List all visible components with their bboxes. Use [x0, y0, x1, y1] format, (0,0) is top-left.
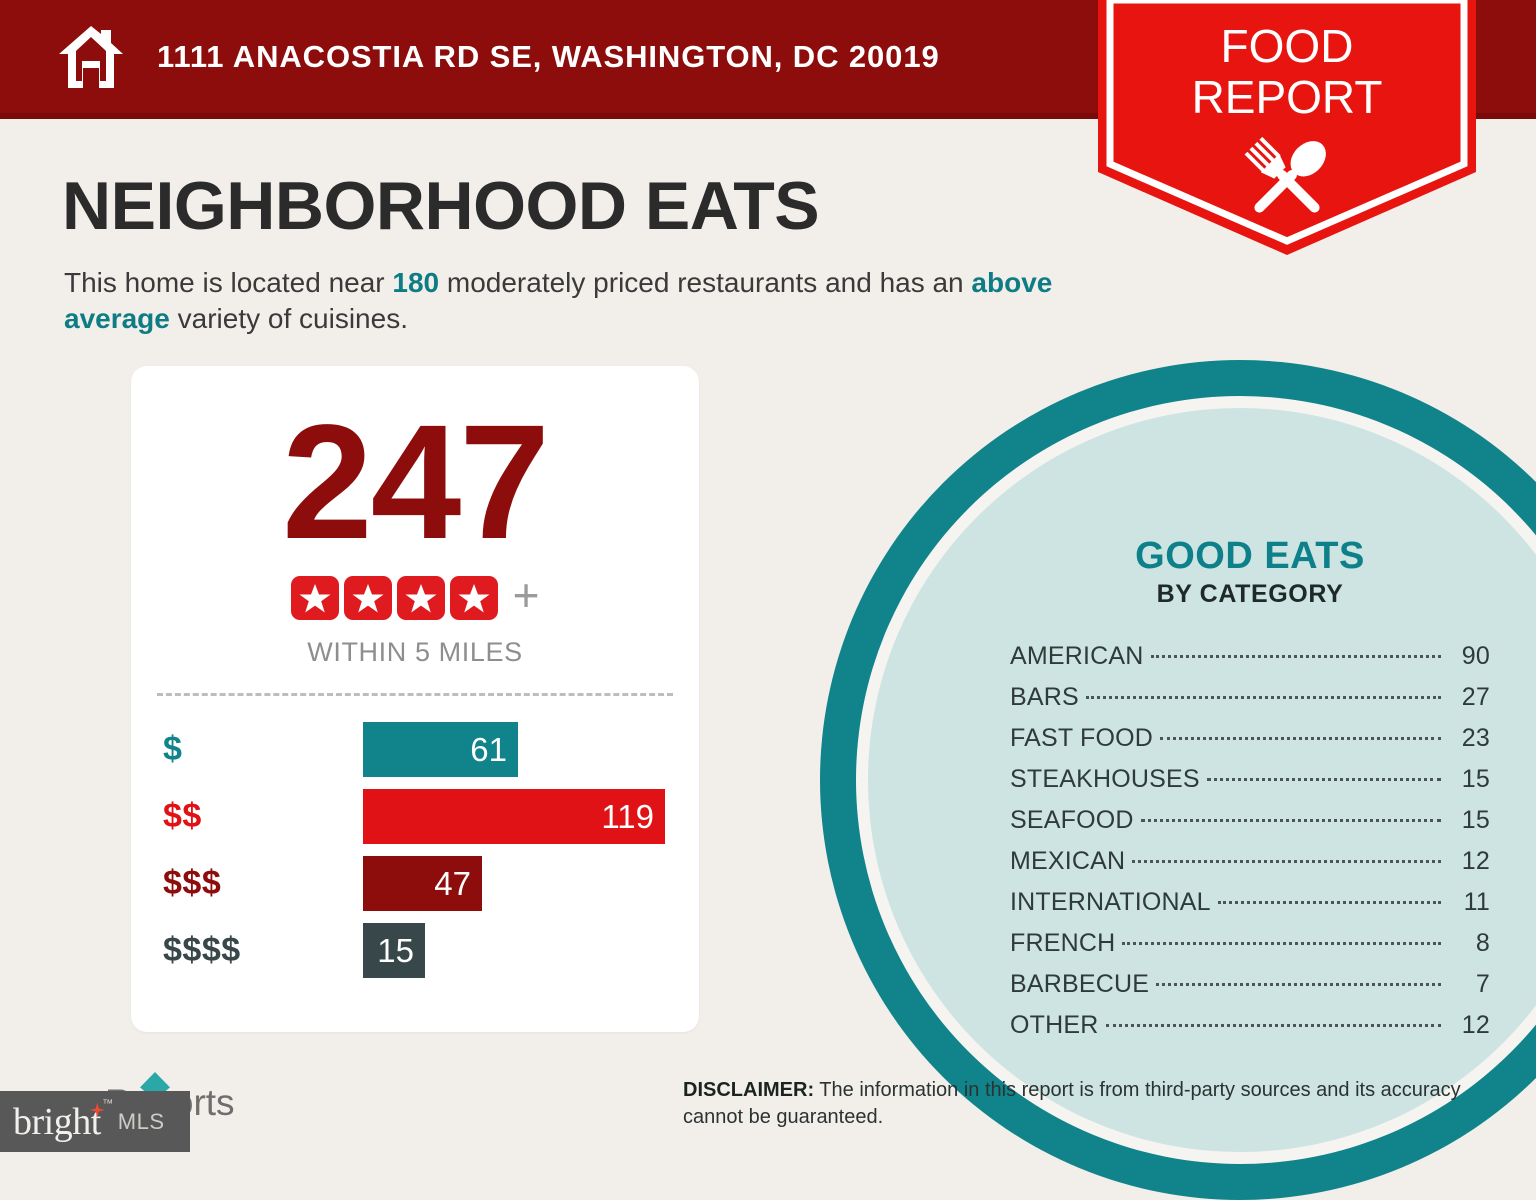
bar-row: $61	[163, 716, 699, 783]
page-subtitle: This home is located near 180 moderately…	[64, 265, 1074, 337]
category-count: 8	[1475, 929, 1490, 957]
category-count: 27	[1461, 683, 1490, 711]
leader-dots	[1156, 983, 1441, 986]
header-address: 1111 ANACOSTIA RD SE, WASHINGTON, DC 200…	[157, 38, 940, 74]
subtitle-part3: variety of cuisines.	[169, 302, 408, 334]
bar-label: $$$$	[163, 931, 241, 969]
category-row: AMERICAN 90	[1010, 642, 1490, 683]
leader-dots	[1140, 819, 1441, 822]
logo-mls-text: MLS	[117, 1108, 165, 1134]
bar-label: $	[163, 730, 183, 768]
category-row: BARBECUE 7	[1010, 970, 1490, 1011]
category-name: SEAFOOD	[1010, 806, 1134, 834]
bar-label: $$	[163, 797, 202, 835]
spoon-fork-crossed-icon	[1244, 136, 1326, 213]
category-count: 90	[1461, 642, 1490, 670]
category-row: STEAKHOUSES 15	[1010, 765, 1490, 806]
disclaimer-text: The information in this report is from t…	[683, 1079, 1461, 1128]
logo-word-text: bright	[13, 1100, 101, 1143]
category-count: 23	[1461, 724, 1490, 752]
bar-value: 47	[363, 856, 482, 911]
leader-dots	[1132, 860, 1441, 863]
bar-value: 15	[363, 923, 425, 978]
leader-dots	[1217, 901, 1441, 904]
category-count: 15	[1461, 765, 1490, 793]
badge-line1: FOOD	[1221, 20, 1354, 72]
bright-mls-logo: bright ™ MLS	[0, 1091, 190, 1152]
leader-dots	[1105, 1024, 1441, 1027]
bar-row: $$ 119	[163, 783, 699, 850]
good-eats-subtitle: BY CATEGORY	[1156, 580, 1344, 608]
subtitle-part1: This home is located near	[64, 267, 393, 298]
category-count: 15	[1461, 806, 1490, 834]
within-radius-label: WITHIN 5 MILES	[307, 637, 523, 667]
star-icon	[343, 576, 392, 620]
restaurant-count-card: 247 + WITHIN 5 MILES $61 $$ 119 $$$ 47 $$$$ 15	[131, 366, 699, 1032]
logo-trademark: ™	[102, 1097, 113, 1110]
category-count: 7	[1475, 970, 1490, 998]
good-eats-title: GOOD EATS	[1135, 535, 1365, 577]
bar-row: $$$ 47	[163, 850, 699, 917]
bar-value: 61	[363, 722, 518, 777]
leader-dots	[1150, 655, 1441, 658]
food-report-badge: FOOD REPORT	[1098, 0, 1476, 255]
good-eats-panel: GOOD EATS BY CATEGORY AMERICAN 90 BARS 27 FA…	[1010, 535, 1490, 1052]
category-name: STEAKHOUSES	[1010, 765, 1200, 793]
bar-label: $$$	[163, 864, 222, 902]
category-count: 12	[1461, 1011, 1490, 1039]
category-count: 12	[1461, 847, 1490, 875]
bar-value: 119	[363, 789, 665, 844]
logo-wordmark: bright ™	[13, 1098, 113, 1144]
category-name: BARBECUE	[1010, 970, 1150, 998]
subtitle-highlight-variety: above average	[64, 267, 1053, 334]
star-rating: +	[131, 569, 699, 621]
price-tier-bar-chart: $61 $$ 119 $$$ 47 $$$$ 15	[131, 716, 699, 984]
subtitle-highlight-count: 180	[392, 267, 440, 298]
subtitle-part2: moderately priced restaurants and has an	[439, 267, 972, 298]
leader-dots	[1160, 737, 1441, 740]
category-name: FAST FOOD	[1010, 724, 1154, 752]
category-row: FAST FOOD 23	[1010, 724, 1490, 765]
category-row: MEXICAN 12	[1010, 847, 1490, 888]
house-icon	[59, 25, 123, 88]
category-name: MEXICAN	[1010, 847, 1126, 875]
plus-icon: +	[512, 569, 540, 621]
category-name: AMERICAN	[1010, 642, 1144, 670]
header-underline	[0, 113, 1536, 119]
category-name: INTERNATIONAL	[1010, 888, 1211, 916]
restaurant-count: 247	[282, 390, 550, 573]
category-row: BARS 27	[1010, 683, 1490, 724]
category-list: AMERICAN 90 BARS 27 FAST FOOD 23 STEAKHOUSES 15…	[1010, 642, 1490, 1052]
star-icon	[449, 576, 498, 620]
badge-line2: REPORT	[1192, 71, 1383, 123]
category-name: BARS	[1010, 683, 1079, 711]
category-row: INTERNATIONAL 11	[1010, 888, 1490, 929]
leader-dots	[1085, 696, 1441, 699]
page-title: NEIGHBORHOOD EATS	[62, 168, 820, 244]
category-count: 11	[1463, 888, 1490, 916]
leader-dots	[1122, 942, 1441, 945]
disclaimer: DISCLAIMER: The information in this repo…	[683, 1077, 1483, 1131]
disclaimer-label: DISCLAIMER:	[683, 1079, 815, 1101]
category-row: OTHER 12	[1010, 1011, 1490, 1052]
card-divider	[157, 693, 673, 696]
bar-row: $$$$ 15	[163, 917, 699, 984]
star-icon	[396, 576, 445, 620]
star-icon	[290, 576, 339, 620]
category-name: FRENCH	[1010, 929, 1116, 957]
category-name: OTHER	[1010, 1011, 1099, 1039]
category-row: FRENCH 8	[1010, 929, 1490, 970]
leader-dots	[1206, 778, 1441, 781]
category-row: SEAFOOD 15	[1010, 806, 1490, 847]
